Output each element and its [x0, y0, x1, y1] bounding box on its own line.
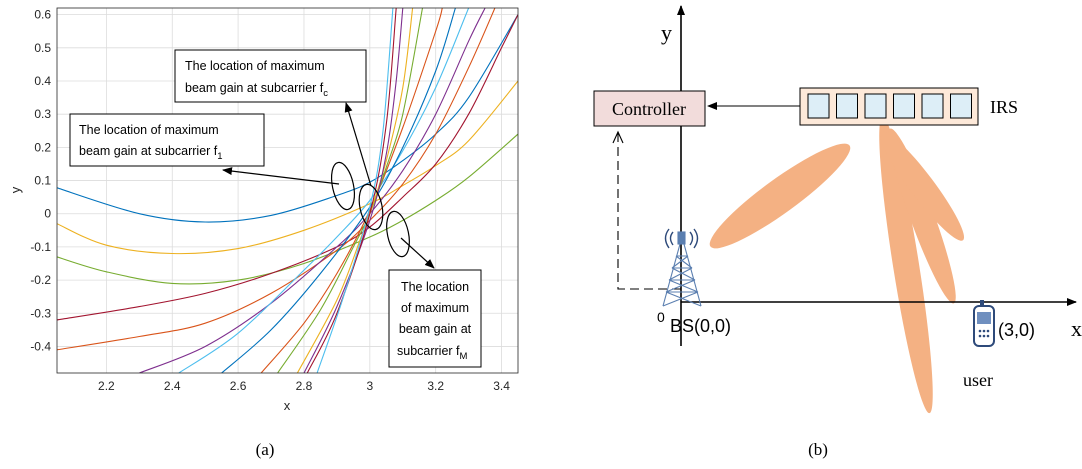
irs-element [893, 93, 915, 119]
ellipse-fM [386, 210, 410, 258]
beam-long [879, 116, 933, 414]
x-tick-label: 2.8 [296, 379, 313, 393]
ellipse-fc [358, 183, 384, 231]
x-tick-label: 2.4 [164, 379, 181, 393]
y-tick-label: -0.2 [30, 273, 51, 287]
y-tick-label: 0.3 [34, 107, 51, 121]
annotation-fM-line4: subcarrier fM [397, 344, 468, 362]
y-tick-label: 0.6 [34, 8, 51, 22]
x-tick-label: 3.4 [493, 379, 510, 393]
annotation-fc-line1: The location of maximum [185, 59, 325, 73]
dashed-arrowhead [612, 130, 624, 144]
bs-label: BS(0,0) [670, 316, 731, 336]
series-line-13 [306, 8, 397, 373]
irs-element [921, 93, 944, 119]
annotation-fM-line2: of maximum [401, 301, 469, 315]
user-label: user [963, 370, 993, 390]
annotation-fM-line1: The location [401, 280, 469, 294]
x-tick-label: 2.6 [230, 379, 247, 393]
x-tick-label: 2.2 [98, 379, 115, 393]
y-axis-label: y [8, 186, 23, 193]
series-line-5 [57, 8, 496, 351]
annotation-f1-box [69, 113, 265, 167]
arrow-fM [400, 237, 435, 269]
series-layer [57, 8, 518, 373]
annotation-f1: The location of maximum beam gain at sub… [69, 113, 265, 167]
chart-panel-a: 2.2 2.4 2.6 2.8 3 3.2 3.4 0.6 0.5 0.4 0.3 0.2 0.1 0 -… [8, 7, 519, 459]
y-tick-label: 0 [44, 207, 51, 221]
irs-element [807, 93, 830, 119]
y-tick-label: -0.3 [30, 306, 51, 320]
ellipse-f1 [330, 161, 356, 211]
annotation-fM-box [388, 269, 482, 368]
controller-box [593, 90, 706, 127]
y-tick-label: 0.4 [34, 74, 51, 88]
arrow-f1 [222, 167, 340, 185]
arrow-fc [344, 102, 372, 187]
irs-label: IRS [990, 97, 1018, 117]
beam-to-bs [709, 143, 851, 249]
x-axis-label: x [284, 398, 291, 413]
irs-element [864, 93, 887, 119]
beam-short [879, 131, 965, 241]
series-line-1 [57, 14, 518, 223]
annotation-fM: The location of maximum beam gain at sub… [388, 269, 482, 368]
irs-box [799, 87, 979, 126]
controller-to-bs-dashed [617, 133, 681, 290]
series-line-3 [57, 133, 518, 285]
series-line-2 [57, 80, 518, 255]
diagram-panel-b: y x 0 Controller IRS BS(0,0) [593, 5, 1082, 459]
plot-frame [56, 7, 519, 374]
annotation-f1-line2: beam gain at subcarrier f1 [79, 144, 223, 162]
diagram-y-label: y [661, 20, 672, 45]
series-line-14 [316, 8, 394, 373]
annotation-fc: The location of maximum beam gain at sub… [174, 49, 367, 103]
x-tick-label: 3.2 [427, 379, 444, 393]
caption-a: (a) [256, 440, 275, 459]
irs-element [950, 93, 972, 119]
diagram-x-label: x [1071, 316, 1082, 341]
y-tick-label: 0.1 [34, 174, 51, 188]
irs-elements [807, 93, 972, 119]
annotation-f1-line1: The location of maximum [79, 123, 219, 137]
irs-element [836, 93, 858, 119]
origin-label: 0 [657, 309, 665, 325]
y-tick-labels: 0.6 0.5 0.4 0.3 0.2 0.1 0 -0.1 -0.2 -0.3 -0.4 [30, 8, 51, 354]
series-line-12 [303, 8, 404, 373]
series-line-7 [178, 8, 470, 373]
x-tick-labels: 2.2 2.4 2.6 2.8 3 3.2 3.4 [98, 379, 510, 393]
x-tick-label: 3 [366, 379, 373, 393]
base-station-tower-icon [662, 228, 702, 307]
y-tick-label: 0.5 [34, 41, 51, 55]
y-tick-label: -0.1 [30, 240, 51, 254]
user-phone-icon [973, 300, 995, 347]
annotation-fM-line3: beam gain at [399, 322, 472, 336]
caption-b: (b) [808, 440, 828, 459]
user-coordinate-label: (3,0) [998, 320, 1035, 340]
y-tick-label: 0.2 [34, 140, 51, 154]
annotation-fc-box [174, 49, 367, 103]
y-tick-label: -0.4 [30, 339, 51, 353]
annotation-fc-line2: beam gain at subcarrier fc [185, 81, 328, 99]
controller-label: Controller [612, 99, 686, 119]
